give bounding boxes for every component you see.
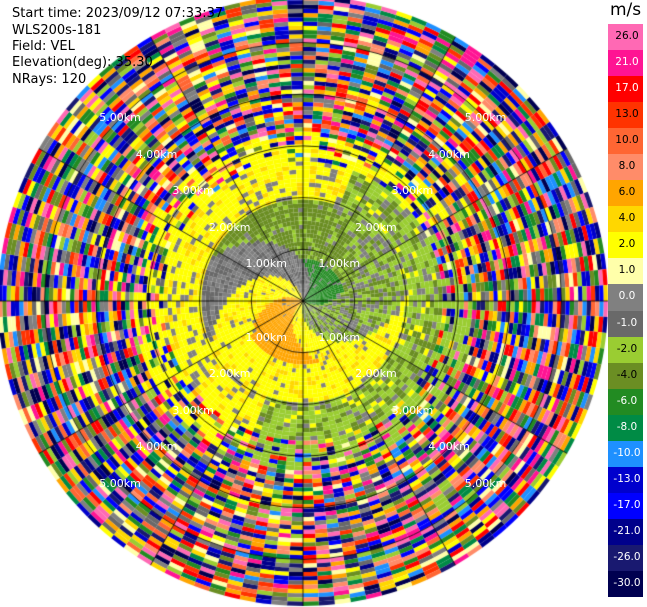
range-ring-label: 1.00km [245, 257, 288, 271]
range-ring-label: 2.00km [355, 367, 397, 381]
colorbar-cell [608, 180, 643, 207]
colorbar-cell [608, 310, 643, 338]
colorbar-tick-label: 0.0 [618, 290, 636, 303]
range-ring-label: 5.00km [99, 111, 141, 125]
colorbar-cell [608, 492, 643, 520]
range-ring-label: 3.00km [172, 184, 214, 198]
colorbar-cell [608, 362, 643, 390]
colorbar-cell [608, 284, 643, 311]
colorbar-tick-label: 13.0 [615, 108, 639, 121]
range-ring-label: 1.00km [318, 330, 361, 344]
colorbar-cell [608, 440, 643, 468]
range-ring-label: 4.00km [428, 440, 470, 454]
colorbar-tick-label: -4.0 [616, 368, 638, 381]
field-label: Field: VEL [12, 39, 75, 54]
range-ring-label: 2.00km [208, 220, 251, 234]
colorbar-tick-label: 21.0 [615, 56, 639, 69]
colorbar-cell [608, 50, 643, 77]
colorbar-cell [608, 570, 643, 598]
colorbar-cell [608, 258, 643, 285]
colorbar-tick-label: 6.0 [618, 186, 636, 199]
range-ring-label: 5.00km [464, 111, 507, 125]
colorbar-cell [608, 414, 643, 442]
colorbar-cell [608, 154, 643, 181]
colorbar-cell [608, 466, 643, 494]
colorbar-cell [608, 232, 643, 259]
colorbar-tick-label: 17.0 [615, 82, 639, 95]
colorbar-tick-label: -1.0 [616, 316, 638, 329]
range-ring-label: 4.00km [135, 440, 178, 454]
nrays-label: NRays: 120 [12, 72, 87, 87]
colorbar-tick-label: 4.0 [618, 212, 636, 225]
colorbar-tick-label: -21.0 [613, 524, 641, 537]
colorbar-unit: m/s [610, 0, 642, 20]
colorbar-cell [608, 206, 643, 233]
range-ring-label: 2.00km [208, 367, 251, 381]
range-ring-label: 5.00km [464, 476, 507, 490]
start-time-label: Start time: 2023/09/12 07:33:37 [12, 6, 224, 21]
range-ring-label: 4.00km [135, 147, 178, 161]
colorbar-cell [608, 518, 643, 546]
colorbar-tick-label: -30.0 [613, 576, 641, 589]
colorbar-tick-label: -13.0 [613, 472, 641, 485]
colorbar-tick-label: 8.0 [618, 160, 636, 173]
range-ring-label: 2.00km [355, 220, 397, 234]
colorbar-tick-label: 1.0 [618, 264, 636, 277]
colorbar-tick-label: -8.0 [616, 420, 638, 433]
colorbar-tick-label: -2.0 [616, 342, 638, 355]
colorbar-tick-label: -17.0 [613, 498, 641, 511]
range-ring-label: 1.00km [245, 330, 288, 344]
colorbar-cell [608, 102, 643, 129]
range-ring-label: 5.00km [99, 476, 141, 490]
colorbar-tick-label: -6.0 [616, 394, 638, 407]
range-ring-label: 3.00km [391, 184, 434, 198]
colorbar-cell [608, 24, 643, 51]
range-ring-label: 4.00km [428, 147, 470, 161]
colorbar-cell [608, 336, 643, 364]
colorbar-tick-label: 26.0 [615, 30, 639, 43]
colorbar-tick-label: -10.0 [613, 446, 641, 459]
colorbar-tick-label: 2.0 [618, 238, 636, 251]
range-ring-label: 3.00km [172, 403, 214, 417]
range-ring-label: 1.00km [318, 257, 361, 271]
elevation-label: Elevation(deg): 35.30 [12, 55, 153, 70]
colorbar-cell [608, 544, 643, 572]
colorbar-tick-label: -26.0 [613, 550, 641, 563]
colorbar-cell [608, 76, 643, 103]
colorbar-cell [608, 128, 643, 155]
colorbar [608, 24, 643, 598]
colorbar-tick-label: 10.0 [615, 134, 639, 147]
instrument-label: WLS200s-181 [12, 23, 102, 38]
range-ring-label: 3.00km [391, 403, 434, 417]
colorbar-cell [608, 388, 643, 416]
